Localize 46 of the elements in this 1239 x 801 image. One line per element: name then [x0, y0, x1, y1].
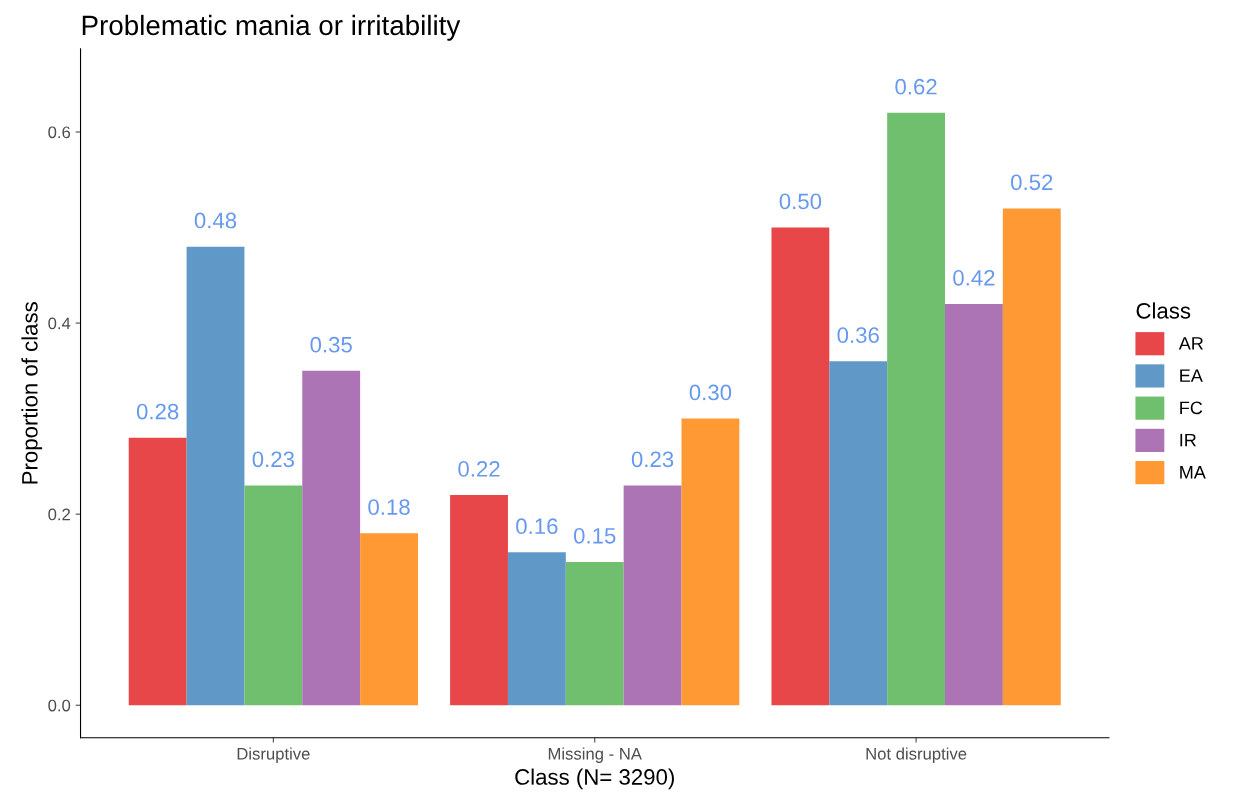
- data-label: 0.42: [953, 269, 995, 286]
- bar: [360, 533, 418, 706]
- data-label: 0.22: [458, 461, 500, 477]
- chart-title: Problematic mania or irritability: [82, 14, 461, 41]
- bar: [771, 227, 830, 706]
- y-tick-label: 0.2: [48, 508, 70, 521]
- data-label: 0.23: [252, 451, 294, 468]
- data-label: 0.62: [895, 78, 937, 95]
- bar: [887, 112, 946, 706]
- x-axis-title: Class (N= 3290): [515, 768, 674, 790]
- data-label: 0.35: [310, 336, 352, 353]
- bar: [829, 361, 888, 706]
- legend-title: Class: [1136, 302, 1191, 319]
- bar: [945, 303, 1003, 706]
- x-tick-label: Disruptive: [237, 747, 310, 763]
- data-label: 0.52: [1011, 174, 1053, 191]
- data-label: 0.36: [837, 327, 879, 343]
- bar: [507, 552, 566, 706]
- data-label: 0.28: [136, 403, 179, 420]
- bar: [186, 246, 245, 706]
- data-label: 0.48: [194, 212, 237, 229]
- y-tick-label: 0.4: [48, 317, 71, 330]
- bar: [681, 418, 740, 706]
- x-tick-label: Missing - NA: [548, 747, 642, 763]
- legend-label: IR: [1180, 433, 1196, 447]
- bar: [302, 370, 361, 706]
- data-label: 0.16: [516, 518, 558, 535]
- data-label: 0.23: [631, 451, 674, 468]
- data-label: 0.18: [368, 499, 410, 515]
- y-tick-label: 0.6: [48, 126, 71, 139]
- legend-label: EA: [1180, 369, 1203, 382]
- legend-label: FC: [1180, 401, 1203, 415]
- y-axis-title: Proportion of class: [21, 302, 43, 484]
- data-label: 0.15: [573, 527, 616, 544]
- bar: [244, 485, 303, 706]
- x-tick-label: Not disruptive: [866, 747, 967, 763]
- bar: [623, 485, 682, 706]
- y-tick-label: 0.0: [48, 699, 71, 712]
- bar: [1002, 208, 1061, 706]
- data-label: 0.50: [779, 193, 822, 210]
- data-label: 0.30: [689, 384, 732, 401]
- bar: [450, 495, 508, 706]
- legend-label: AR: [1178, 337, 1204, 350]
- bar: [128, 437, 187, 706]
- bar: [565, 561, 624, 706]
- legend-label: MA: [1180, 466, 1206, 479]
